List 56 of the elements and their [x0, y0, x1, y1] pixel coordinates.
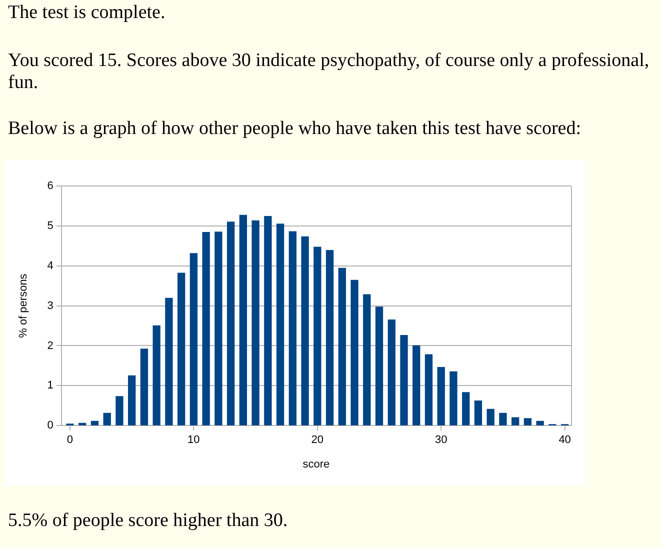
- bar: [412, 345, 420, 426]
- text: You scored 15. Scores above 30 indicate psychopathy, of course only a professional, fun.: [8, 50, 650, 94]
- bar: [424, 354, 433, 426]
- bar: [90, 420, 99, 426]
- chart-title: The test is complete.: [8, 2, 166, 24]
- bar: [450, 371, 458, 426]
- bar: [462, 392, 470, 426]
- y-tick-label: 1: [47, 380, 54, 392]
- x-tick-label: 20: [311, 434, 324, 446]
- y-tick-label: 3: [47, 300, 54, 312]
- bar: [177, 272, 186, 426]
- x-tick-label: 30: [434, 434, 448, 446]
- bar: [350, 280, 358, 426]
- bar: [338, 268, 346, 426]
- text: 5.5% of people score higher than 30.: [8, 510, 288, 532]
- y-axis-title: % of persons: [18, 273, 30, 338]
- bar: [128, 375, 136, 426]
- bar: [116, 396, 124, 426]
- x-tick-label: 0: [66, 434, 74, 446]
- bar: [400, 335, 408, 426]
- bar: [165, 298, 173, 426]
- x-axis-title: score: [302, 458, 330, 470]
- x-tick-label: 40: [558, 434, 571, 446]
- bar: [524, 418, 532, 426]
- y-tick-label: 6: [47, 180, 54, 192]
- bar: [140, 348, 148, 426]
- bar: [301, 236, 309, 426]
- y-tick-label: 5: [47, 220, 54, 232]
- bar: [314, 246, 322, 426]
- y-tick-label: 0: [47, 420, 54, 432]
- bar: [190, 253, 198, 426]
- y-tick-label: 2: [47, 340, 54, 352]
- bar: [499, 412, 507, 426]
- bar: [103, 412, 111, 426]
- bar: [276, 224, 284, 426]
- bar: [202, 232, 210, 426]
- bar: [375, 306, 384, 426]
- bar: [288, 231, 296, 426]
- bar: [536, 420, 544, 426]
- bar: [326, 250, 334, 426]
- bar: [437, 366, 445, 426]
- bar: [252, 220, 260, 426]
- bar: [388, 319, 396, 426]
- x-tick-label: 10: [188, 434, 200, 446]
- bar: [239, 214, 247, 426]
- bar: [226, 222, 235, 426]
- bar: [152, 325, 160, 426]
- bar: [264, 216, 272, 426]
- y-tick-label: 4: [47, 260, 54, 272]
- bar: [363, 294, 371, 426]
- bar: [486, 408, 494, 426]
- bar: [474, 400, 482, 426]
- text: Below is a graph of how other people who have taken this test have scored:: [8, 118, 582, 140]
- bar: [214, 232, 222, 426]
- bar: [512, 417, 520, 426]
- bar: [78, 422, 86, 426]
